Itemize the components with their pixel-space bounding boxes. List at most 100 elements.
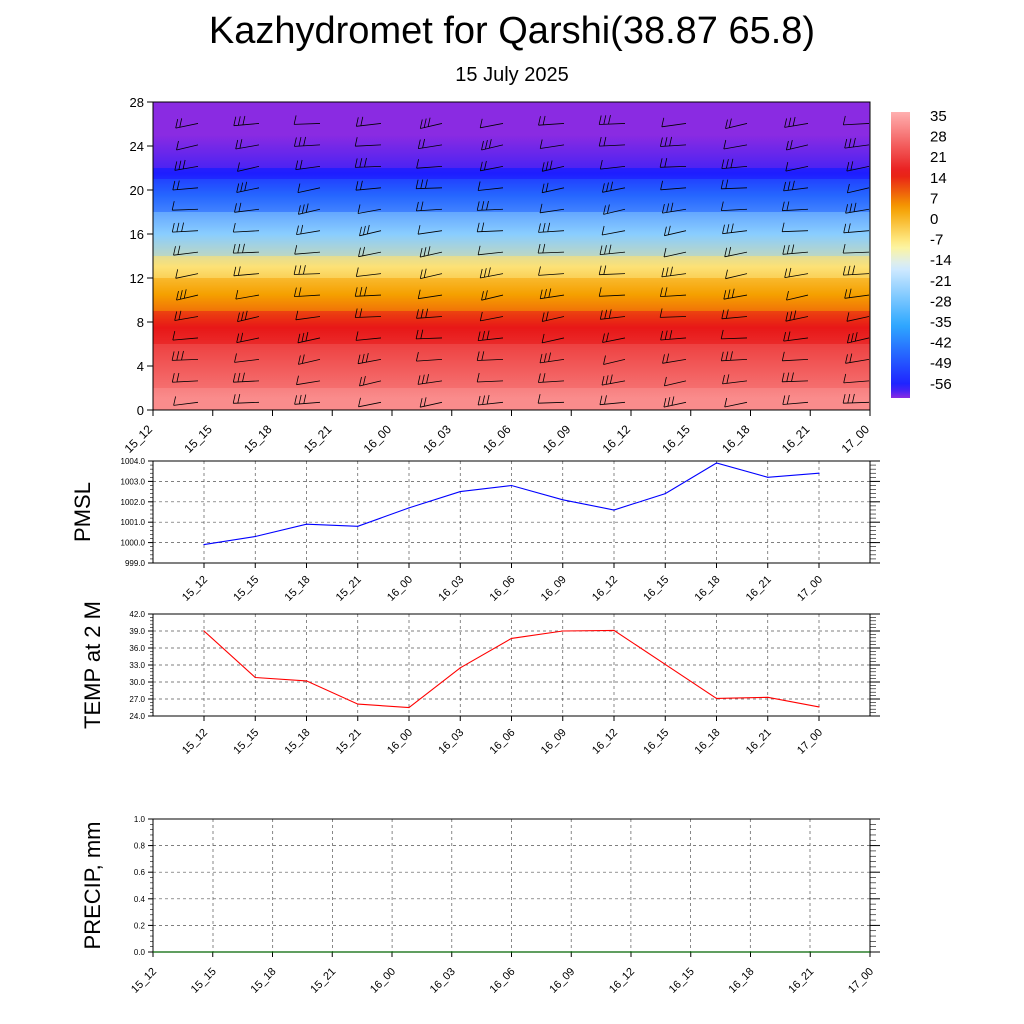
data-point — [305, 680, 308, 682]
wind-barb — [602, 181, 626, 193]
wind-barb — [172, 331, 199, 341]
x-tick-label: 16_03 — [436, 727, 466, 757]
wind-barb — [236, 181, 260, 193]
wind-barb — [294, 136, 321, 147]
wind-barb — [358, 246, 382, 258]
wind-barb — [539, 203, 565, 214]
y-tick-label: 27.0 — [129, 695, 145, 704]
y-tick-label: 30.0 — [129, 678, 145, 687]
wind-barb — [171, 222, 199, 233]
wind-barb — [842, 393, 870, 404]
x-tick-label: 16_18 — [719, 422, 753, 456]
y-tick-label: 24.0 — [129, 712, 145, 721]
wind-barb — [175, 269, 199, 279]
wind-barb — [237, 310, 260, 322]
wind-barb — [477, 394, 504, 406]
wind-barb — [477, 181, 504, 191]
wind-barb — [847, 183, 870, 194]
wind-barb — [173, 396, 199, 406]
y-tick-label: 42.0 — [129, 610, 145, 619]
y-tick-label: 8 — [137, 315, 144, 330]
wind-barb — [236, 332, 260, 343]
wind-barb — [233, 266, 260, 277]
data-point — [203, 630, 205, 632]
x-tick-label: 16_18 — [727, 966, 757, 996]
wind-barb — [354, 286, 382, 297]
wind-barb — [599, 160, 626, 170]
x-tick-label: 16_15 — [659, 422, 693, 456]
data-point — [254, 676, 256, 679]
wind-barb — [298, 354, 321, 365]
wind-barb — [538, 222, 565, 233]
wind-barb — [661, 266, 687, 278]
wind-barb — [355, 116, 382, 127]
wind-barb — [538, 115, 565, 126]
wind-barb — [479, 267, 504, 279]
wind-barb — [171, 372, 199, 383]
wind-barb — [537, 394, 565, 404]
data-point — [818, 706, 820, 708]
x-tick-label: 15_12 — [122, 422, 156, 456]
wind-barb — [354, 157, 382, 168]
wind-barb — [598, 265, 626, 276]
wind-barb — [294, 287, 321, 297]
x-tick-label: 15_15 — [231, 574, 261, 604]
x-tick-label: 16_21 — [786, 966, 816, 996]
wind-barb — [417, 374, 443, 385]
wind-barb — [293, 115, 321, 125]
wind-barb — [781, 351, 809, 362]
x-tick-label: 16_09 — [539, 727, 569, 757]
data-point — [664, 663, 666, 666]
wind-barb — [720, 351, 748, 362]
x-tick-label: 15_12 — [180, 727, 210, 757]
wind-barb — [783, 331, 809, 342]
x-tick-label: 16_06 — [488, 966, 518, 996]
y-tick-label: 0.2 — [134, 921, 146, 930]
data-point — [613, 509, 615, 511]
y-tick-label: 4 — [137, 359, 144, 374]
wind-barb — [782, 395, 809, 405]
wind-barb — [785, 162, 809, 172]
wind-barb — [784, 267, 809, 278]
y-tick-label: 999.0 — [125, 559, 146, 568]
wind-barb — [232, 223, 260, 233]
wind-barbs — [171, 115, 870, 408]
colorbar-label: 21 — [930, 149, 947, 166]
wind-barb — [724, 246, 748, 258]
x-tick-label: 15_15 — [181, 422, 215, 456]
wind-barb — [541, 311, 565, 322]
wind-barb — [785, 310, 809, 322]
wind-barb — [601, 225, 626, 236]
data-point — [715, 697, 718, 700]
wind-barb — [721, 158, 748, 169]
chart-title: Kazhydromet for Qarshi(38.87 65.8) — [208, 10, 816, 52]
wind-barb — [235, 139, 260, 150]
wind-barb — [358, 397, 382, 408]
wind-barb — [721, 309, 748, 320]
data-point — [305, 523, 308, 525]
wind-barb — [660, 287, 687, 297]
data-point — [510, 637, 513, 640]
x-tick-label: 15_12 — [129, 966, 159, 996]
wind-barb — [481, 139, 504, 151]
x-tick-label: 16_03 — [428, 966, 458, 996]
heatmap-layer — [153, 102, 870, 168]
colorbar-label: -7 — [930, 232, 943, 249]
heatmap-field — [153, 102, 870, 410]
wind-barb — [599, 309, 626, 320]
wind-barb — [297, 183, 321, 193]
x-tick-label: 16_21 — [744, 574, 774, 604]
axis-title: TEMP at 2 M — [80, 601, 105, 729]
wind-barb — [294, 394, 321, 405]
wind-barb — [232, 394, 260, 404]
wind-barb — [660, 136, 687, 147]
wind-barb — [297, 331, 321, 344]
wind-barb — [599, 244, 626, 255]
axis-title: PRECIP, mm — [80, 822, 105, 950]
data-point — [203, 544, 205, 546]
x-tick-label: 17_00 — [795, 574, 825, 604]
x-tick-label: 16_18 — [693, 727, 723, 757]
wind-barb — [233, 115, 260, 127]
wind-barb — [843, 373, 870, 384]
